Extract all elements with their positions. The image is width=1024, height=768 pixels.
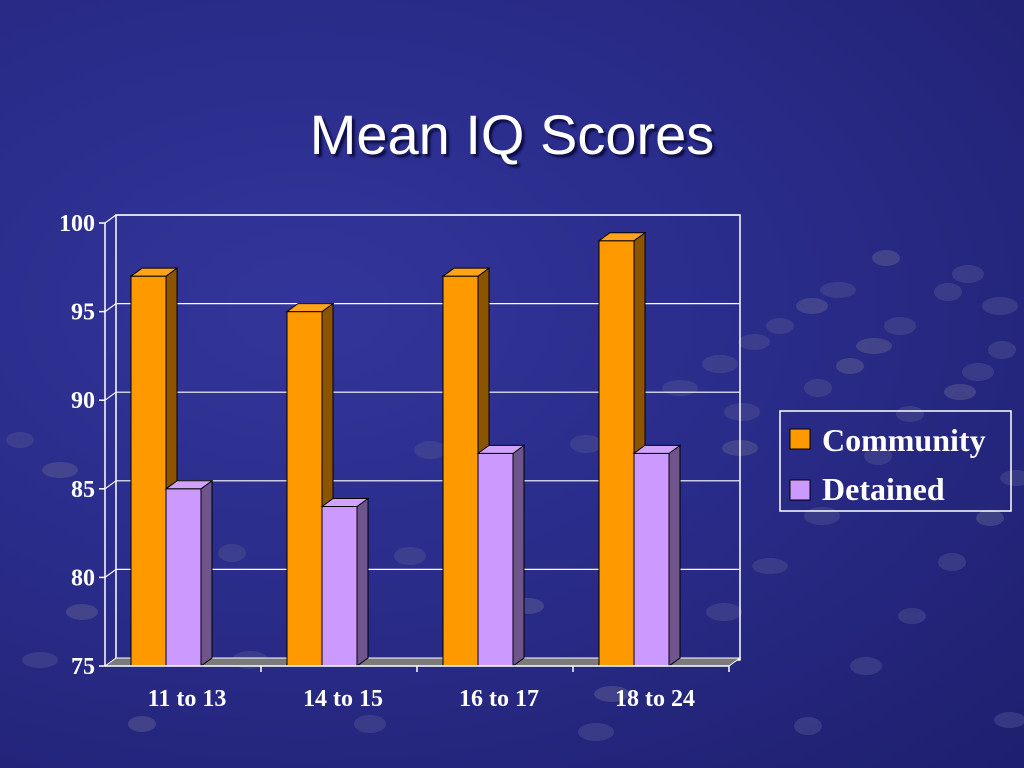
legend-swatch-detained bbox=[789, 479, 811, 501]
gridline-side bbox=[104, 568, 117, 578]
background-dot bbox=[820, 282, 856, 298]
legend-box bbox=[779, 410, 1012, 512]
background-dot bbox=[850, 657, 882, 675]
background-dot bbox=[864, 447, 892, 465]
bar-side bbox=[200, 479, 213, 667]
x-axis-ticks: 11 to 13 14 to 15 16 to 17 18 to 24 bbox=[148, 666, 730, 712]
background-dot bbox=[6, 432, 34, 448]
background-dot bbox=[796, 298, 828, 314]
bar-top bbox=[164, 480, 214, 490]
legend-swatch-community bbox=[789, 428, 811, 450]
bar-detained-4 bbox=[633, 452, 670, 667]
x-tick-label: 14 to 15 bbox=[303, 686, 383, 712]
background-dot bbox=[934, 283, 962, 301]
bar-detained-2 bbox=[321, 506, 358, 667]
background-dot bbox=[414, 441, 446, 459]
background-dot bbox=[884, 317, 916, 335]
legend-label-detained: Detained bbox=[822, 471, 945, 507]
background-dot bbox=[994, 712, 1024, 728]
bar-detained-1 bbox=[165, 488, 202, 667]
background-dot bbox=[752, 558, 788, 574]
background-dot bbox=[22, 652, 58, 668]
bar-top bbox=[632, 444, 682, 454]
gridline-side bbox=[104, 214, 117, 224]
background-dot bbox=[944, 384, 976, 400]
background-dot bbox=[354, 715, 386, 733]
y-tick-label: 80 bbox=[71, 565, 95, 591]
background-dot bbox=[738, 334, 770, 350]
background-dot bbox=[766, 318, 794, 334]
bar-side bbox=[356, 497, 369, 667]
bar-top bbox=[129, 267, 179, 277]
gridline-side bbox=[104, 303, 117, 313]
y-tick-label: 100 bbox=[59, 211, 95, 237]
bar-community-1 bbox=[130, 275, 167, 667]
gridline-side bbox=[104, 480, 117, 490]
background-dot bbox=[794, 717, 822, 735]
bar-side bbox=[512, 444, 525, 667]
background-dot bbox=[128, 716, 156, 732]
bar-top bbox=[320, 498, 370, 508]
background-dot bbox=[938, 553, 966, 571]
bar-top bbox=[476, 444, 526, 454]
background-dot bbox=[594, 686, 630, 702]
background-dot bbox=[724, 403, 760, 421]
bars bbox=[129, 231, 682, 667]
background-dot bbox=[872, 250, 900, 266]
background-dot bbox=[898, 608, 926, 624]
background-dot bbox=[988, 341, 1016, 359]
background-dot bbox=[982, 297, 1018, 315]
background-dot bbox=[896, 406, 924, 422]
background-dot bbox=[962, 363, 994, 381]
bar-top bbox=[597, 232, 647, 242]
background-dot bbox=[702, 355, 738, 373]
background-dot bbox=[856, 338, 892, 354]
legend: Community Detained bbox=[779, 410, 1012, 512]
y-tick-label: 90 bbox=[71, 388, 95, 414]
background-dot bbox=[1000, 470, 1024, 486]
background-dot bbox=[836, 358, 864, 374]
x-tick-label: 18 to 24 bbox=[615, 686, 695, 712]
x-tick-label: 16 to 17 bbox=[459, 686, 539, 712]
y-tick-label: 85 bbox=[71, 477, 95, 503]
bar-top bbox=[441, 267, 491, 277]
background-dot bbox=[570, 435, 602, 453]
background-dot bbox=[952, 265, 984, 283]
gridline-side bbox=[104, 391, 117, 401]
background-dot bbox=[218, 544, 246, 562]
bar-detained-3 bbox=[477, 452, 514, 667]
y-tick-label: 75 bbox=[71, 654, 95, 680]
x-tick-label: 11 to 13 bbox=[148, 686, 227, 712]
background-dot bbox=[578, 723, 614, 741]
background-dot bbox=[394, 547, 426, 565]
slide-title: Mean IQ Scores bbox=[309, 103, 715, 166]
y-tick-label: 95 bbox=[71, 300, 95, 326]
legend-label-community: Community bbox=[822, 422, 986, 458]
bar-community-4 bbox=[598, 240, 635, 667]
background-dot bbox=[66, 604, 98, 620]
background-dot bbox=[42, 462, 78, 478]
bar-community-3 bbox=[442, 275, 479, 667]
bar-community-2 bbox=[286, 311, 323, 667]
background-dot bbox=[804, 379, 832, 397]
background-dot bbox=[976, 510, 1004, 526]
background-dot bbox=[706, 603, 742, 621]
bar-top bbox=[285, 303, 335, 313]
y-axis-ticks: 100 95 90 85 80 75 bbox=[59, 211, 105, 680]
bar-side bbox=[668, 444, 681, 667]
